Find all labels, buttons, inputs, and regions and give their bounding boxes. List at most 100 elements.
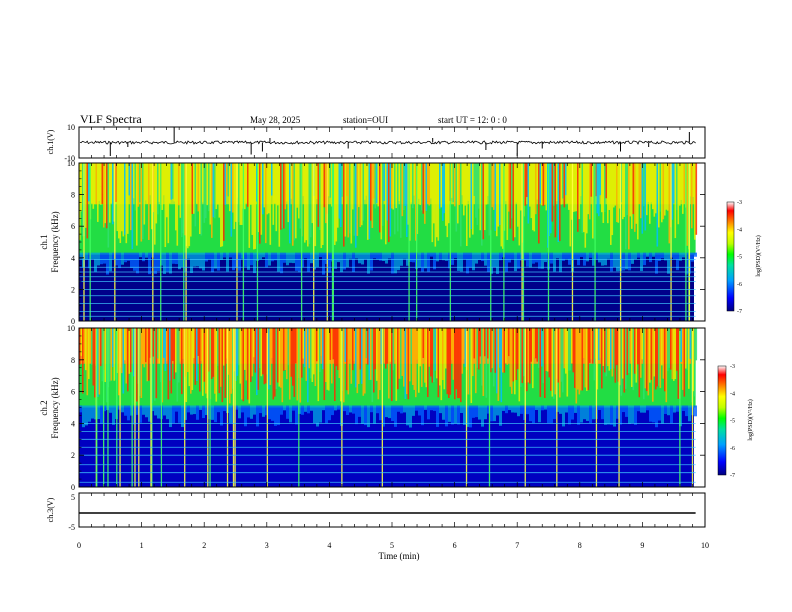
spectrogram-streak <box>523 328 525 377</box>
spectrogram-streak <box>412 163 414 209</box>
spectrogram-streak <box>416 328 419 360</box>
x-tick-label: 8 <box>578 541 582 550</box>
spectrogram-streak <box>406 163 408 238</box>
spectrogram-floor-texture <box>391 252 394 274</box>
spectrogram-streak <box>550 328 552 391</box>
spectrogram-floor-texture <box>640 252 643 272</box>
spectrogram-sferic <box>107 328 109 487</box>
spectrogram-streak <box>613 163 615 208</box>
spectrogram-streak <box>359 328 362 370</box>
spectrogram-floor-texture <box>388 405 391 419</box>
spectrogram-streak <box>313 328 315 375</box>
spectrogram-streak <box>152 328 155 357</box>
spectrogram-streak <box>586 328 588 391</box>
spectrogram-streak <box>457 163 459 224</box>
spectrogram-streak <box>476 163 479 226</box>
spectrogram-streak <box>400 328 402 379</box>
spectrogram-floor-texture <box>88 405 91 422</box>
spectrogram-streak <box>251 163 254 235</box>
spectrogram-streak <box>329 328 332 360</box>
spectrogram-streak <box>611 163 614 236</box>
spectrogram-streak <box>208 163 210 212</box>
spectrogram-floor-texture <box>637 252 640 258</box>
spectrogram-streak <box>529 328 531 384</box>
ch1-waveform-ylabel: ch.1(V) <box>46 129 55 154</box>
spectrogram-streak <box>602 328 605 366</box>
spectrogram-floor-texture <box>661 405 664 424</box>
spectrogram-floor-texture <box>589 252 592 258</box>
spectrogram-floor-texture <box>637 405 640 412</box>
spectrogram-streak <box>509 328 512 387</box>
spectrogram-streak <box>671 328 674 380</box>
spectrogram-streak <box>425 328 428 388</box>
spectrogram-floor-texture <box>310 405 313 411</box>
spectrogram-streak <box>458 328 461 399</box>
spectrogram-sferic <box>160 328 163 487</box>
spectrogram-streak <box>655 328 657 390</box>
spectrogram-sferic <box>89 163 91 321</box>
spectrogram-streak <box>155 328 158 399</box>
spectrogram-streak <box>217 328 219 366</box>
spectrogram-streak <box>247 328 249 400</box>
spectrogram-streak <box>368 163 371 240</box>
spectrogram-streak <box>667 328 669 372</box>
spectrogram-streak <box>245 163 248 203</box>
spectrogram-streak <box>601 328 603 389</box>
spectrogram-streak <box>365 328 368 359</box>
spectrogram-streak <box>413 163 416 196</box>
spectrogram-streak <box>491 328 494 369</box>
spectrogram-streak <box>377 328 380 400</box>
spectrogram-streak <box>677 163 680 225</box>
spectrogram-floor-texture <box>427 405 430 420</box>
spectrogram-streak <box>475 328 477 394</box>
spectrogram-streak <box>386 163 389 221</box>
spectrogram-floor-texture <box>169 405 172 428</box>
spectrogram-streak <box>689 163 692 197</box>
spectrogram-streak <box>170 163 173 200</box>
spectrogram-floor-texture <box>496 405 499 416</box>
spectrogram-floor-texture <box>385 405 388 418</box>
spectrogram-floor-texture <box>685 405 688 417</box>
spectrogram-streak <box>158 328 161 364</box>
spectrogram-streak <box>139 328 141 396</box>
spectrogram-floor-texture <box>475 405 478 418</box>
spectrogram-streak <box>629 163 632 217</box>
spectrogram-streak <box>659 328 662 388</box>
spectrogram-streak <box>499 163 501 225</box>
spectrogram-streak <box>695 328 698 361</box>
spectrogram-sferic <box>160 163 162 321</box>
spectrogram-streak <box>287 163 290 223</box>
spectrogram-streak <box>224 163 227 205</box>
spectrogram-streak <box>517 163 519 227</box>
spectrogram-streak <box>100 328 102 367</box>
spectrogram-streak <box>589 328 591 363</box>
y-tick-label: 6 <box>71 388 75 397</box>
spectrogram-floor-texture <box>580 252 583 257</box>
spectrogram-streak <box>641 328 644 360</box>
spectrogram-streak <box>506 328 509 365</box>
spectrogram-floor-texture <box>658 252 661 261</box>
spectrogram-floor-texture <box>412 405 415 416</box>
y-tick-label: 10 <box>67 324 75 333</box>
spectrogram-streak <box>526 328 528 392</box>
spectrogram-floor-texture <box>481 252 484 262</box>
spectrogram-streak <box>101 163 104 204</box>
spectrogram-floor-texture <box>217 405 220 413</box>
spectrogram-floor-texture <box>667 405 670 416</box>
spectrogram-streak <box>137 163 140 207</box>
spectrogram-floor-texture <box>532 252 535 264</box>
spectrogram-streak <box>223 163 225 241</box>
spectrogram-sferic <box>488 328 491 487</box>
spectrogram-floor-texture <box>640 405 643 413</box>
spectrogram-streak <box>340 328 342 402</box>
spectrogram-streak <box>536 328 539 362</box>
spectrogram-streak <box>689 328 692 359</box>
spectrogram-streak <box>197 163 200 212</box>
spectrogram-floor-texture <box>280 252 283 274</box>
spectrogram-streak <box>436 163 438 238</box>
spectrogram-floor-texture <box>202 252 205 271</box>
spectrogram-floor-texture <box>628 405 631 424</box>
spectrogram-streak <box>424 328 426 383</box>
spectrogram-streak <box>250 163 252 205</box>
ch1-colorbar-label: log(PSD)(V²/Hz) <box>755 235 762 276</box>
